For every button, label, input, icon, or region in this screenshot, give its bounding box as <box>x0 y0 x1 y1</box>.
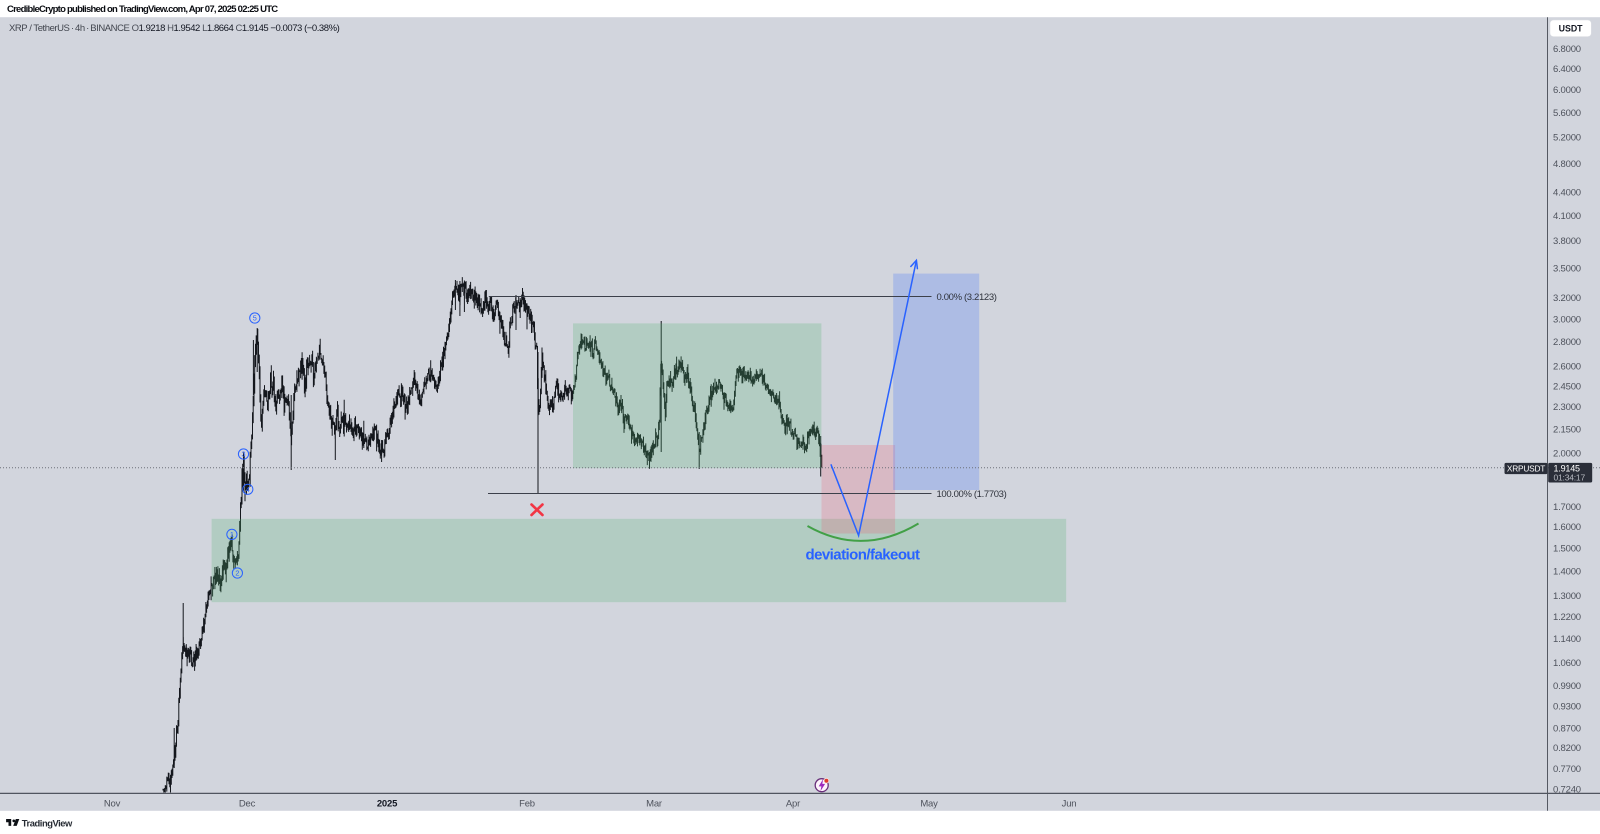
svg-text:2025: 2025 <box>377 798 398 809</box>
svg-text:4.4000: 4.4000 <box>1553 188 1581 199</box>
svg-text:0.7700: 0.7700 <box>1553 764 1581 775</box>
svg-text:2: 2 <box>235 569 239 578</box>
svg-text:2.1500: 2.1500 <box>1553 424 1581 435</box>
svg-text:2.0000: 2.0000 <box>1553 448 1581 459</box>
svg-text:5.2000: 5.2000 <box>1553 133 1581 144</box>
svg-text:USDT: USDT <box>1559 24 1584 34</box>
svg-text:2.3000: 2.3000 <box>1553 402 1581 413</box>
svg-text:1.7000: 1.7000 <box>1553 502 1581 513</box>
svg-text:1.2200: 1.2200 <box>1553 612 1581 623</box>
svg-text:0.9900: 0.9900 <box>1553 681 1581 692</box>
svg-text:4.8000: 4.8000 <box>1553 159 1581 170</box>
svg-text:3.2000: 3.2000 <box>1553 293 1581 304</box>
svg-text:TradingView: TradingView <box>22 817 73 828</box>
svg-text:2.4500: 2.4500 <box>1553 381 1581 392</box>
svg-text:3.0000: 3.0000 <box>1553 314 1581 325</box>
svg-text:May: May <box>920 798 938 809</box>
svg-text:Dec: Dec <box>239 798 256 809</box>
svg-text:0.8200: 0.8200 <box>1553 743 1581 754</box>
svg-text:1: 1 <box>230 530 234 539</box>
svg-text:Nov: Nov <box>104 798 121 809</box>
svg-text:1.1400: 1.1400 <box>1553 634 1581 645</box>
svg-text:100.00% (1.7703): 100.00% (1.7703) <box>937 489 1007 500</box>
svg-text:1.3000: 1.3000 <box>1553 591 1581 602</box>
svg-text:Apr: Apr <box>786 798 800 809</box>
svg-text:Feb: Feb <box>519 798 535 809</box>
svg-text:CredibleCrypto published on Tr: CredibleCrypto published on TradingView.… <box>7 4 278 15</box>
svg-text:5.6000: 5.6000 <box>1553 108 1581 119</box>
svg-text:1.0600: 1.0600 <box>1553 658 1581 669</box>
svg-text:3.8000: 3.8000 <box>1553 236 1581 247</box>
svg-text:2.6000: 2.6000 <box>1553 362 1581 373</box>
svg-text:4.1000: 4.1000 <box>1553 211 1581 222</box>
svg-text:1.4000: 1.4000 <box>1553 566 1581 577</box>
svg-text:2.8000: 2.8000 <box>1553 337 1581 348</box>
svg-text:Mar: Mar <box>646 798 662 809</box>
svg-text:XRPUSDT: XRPUSDT <box>1507 463 1545 473</box>
svg-text:XRP / TetherUS · 4h · BINANCE: XRP / TetherUS · 4h · BINANCE O1.9218 H1… <box>9 23 340 34</box>
svg-text:3.5000: 3.5000 <box>1553 263 1581 274</box>
svg-text:0.00% (3.2123): 0.00% (3.2123) <box>937 292 997 303</box>
svg-text:4: 4 <box>246 485 250 494</box>
svg-text:3: 3 <box>241 450 245 459</box>
svg-text:1.5000: 1.5000 <box>1553 544 1581 555</box>
svg-text:6.0000: 6.0000 <box>1553 85 1581 96</box>
svg-text:0.9300: 0.9300 <box>1553 702 1581 713</box>
svg-text:0.8700: 0.8700 <box>1553 724 1581 735</box>
svg-text:Jun: Jun <box>1062 798 1077 809</box>
svg-text:0.7240: 0.7240 <box>1553 784 1581 795</box>
svg-text:1.9145: 1.9145 <box>1554 463 1581 473</box>
svg-text:01:34:17: 01:34:17 <box>1554 472 1586 482</box>
svg-text:deviation/fakeout: deviation/fakeout <box>805 547 920 564</box>
svg-text:1.6000: 1.6000 <box>1553 522 1581 533</box>
svg-text:6.8000: 6.8000 <box>1553 44 1581 55</box>
svg-text:6.4000: 6.4000 <box>1553 64 1581 75</box>
svg-text:5: 5 <box>253 314 257 323</box>
